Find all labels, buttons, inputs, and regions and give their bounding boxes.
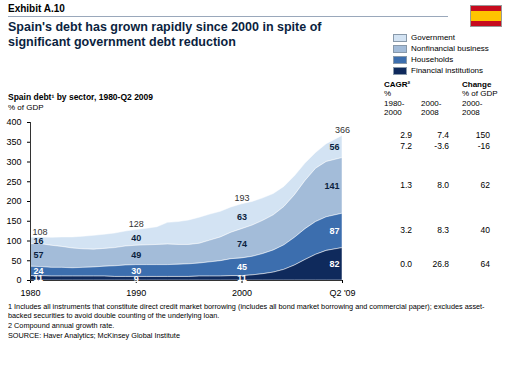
- svg-text:350: 350: [6, 137, 21, 147]
- svg-text:16: 16: [34, 236, 44, 246]
- html-text:-3.6: -3.6: [434, 141, 449, 152]
- svg-text:150: 150: [6, 216, 21, 226]
- svg-text:49: 49: [131, 250, 141, 260]
- svg-text:74: 74: [237, 239, 247, 249]
- svg-text:11: 11: [33, 273, 43, 284]
- html-text:Government: Government: [411, 33, 455, 42]
- svg-text:2000: 2000: [232, 288, 252, 298]
- svg-text:100: 100: [6, 236, 21, 246]
- html-text:2.9: 2.9: [400, 130, 412, 141]
- svg-text:56: 56: [329, 142, 339, 152]
- html-text:Exhibit A.10: Exhibit A.10: [8, 3, 65, 14]
- svg-text:Q2 '09: Q2 '09: [329, 288, 355, 298]
- html-text:Spain debt¹ by sector, 1980-Q2: Spain debt¹ by sector, 1980-Q2 2009: [8, 92, 153, 102]
- html-text:-16: -16: [477, 141, 490, 152]
- svg-text:366: 366: [335, 125, 350, 135]
- svg-text:24: 24: [34, 266, 44, 276]
- html-text:64: 64: [480, 258, 490, 269]
- html-text:2000: 2000: [384, 108, 402, 117]
- html-text:2008: 2008: [462, 108, 480, 117]
- html-text:8.0: 8.0: [437, 180, 449, 191]
- html-text:2000-: 2000-: [462, 99, 483, 108]
- html-text:Nonfinancial business: Nonfinancial business: [411, 44, 489, 53]
- html-text:SOURCE: Haver Analytics; McKin: SOURCE: Haver Analytics; McKinsey Global…: [8, 331, 180, 340]
- svg-text:400: 400: [6, 117, 21, 127]
- html-text:3.2: 3.2: [400, 225, 412, 236]
- html-text:Spain's debt has grown rapidly: Spain's debt has grown rapidly since 200…: [8, 20, 322, 49]
- html-text:62: 62: [480, 180, 490, 191]
- html-text:% of GDP: % of GDP: [462, 89, 498, 98]
- svg-text:45: 45: [237, 262, 247, 272]
- svg-text:11: 11: [237, 273, 247, 283]
- svg-text:300: 300: [6, 157, 21, 167]
- html-text:% of GDP: % of GDP: [8, 103, 44, 112]
- svg-text:30: 30: [131, 266, 141, 276]
- svg-text:250: 250: [6, 177, 21, 187]
- svg-text:87: 87: [329, 226, 339, 236]
- svg-text:141: 141: [324, 181, 339, 191]
- svg-text:128: 128: [129, 219, 144, 229]
- svg-text:1980: 1980: [20, 288, 40, 298]
- html-text:Households: Households: [411, 55, 454, 64]
- html-text:1.3: 1.3: [400, 180, 412, 191]
- html-text:26.8: 26.8: [432, 258, 449, 269]
- html-text:2 Compound annual growth rate.: 2 Compound annual growth rate.: [8, 321, 115, 330]
- svg-text:50: 50: [11, 256, 21, 266]
- html-text:8.3: 8.3: [437, 225, 449, 236]
- svg-text:63: 63: [237, 212, 247, 222]
- html-text:7.2: 7.2: [400, 141, 412, 152]
- svg-text:82: 82: [329, 259, 339, 269]
- html-text:Change: Change: [462, 80, 492, 89]
- html-text:7.4: 7.4: [437, 130, 449, 141]
- html-text:1980-: 1980-: [384, 99, 405, 108]
- svg-text:57: 57: [34, 250, 44, 260]
- svg-text:193: 193: [235, 193, 250, 203]
- html-text:CAGR²: CAGR²: [384, 80, 411, 89]
- html-text:1 Includes all instruments tha: 1 Includes all instruments that constitu…: [8, 302, 485, 320]
- svg-text:1990: 1990: [126, 288, 146, 298]
- html-text:2008: 2008: [421, 108, 439, 117]
- svg-text:40: 40: [131, 233, 141, 243]
- html-text:2000-: 2000-: [421, 99, 442, 108]
- html-text:40: 40: [480, 225, 490, 236]
- html-text:0.0: 0.0: [400, 258, 412, 269]
- html-text:Financial institutions: Financial institutions: [411, 66, 483, 75]
- html-text:150: 150: [475, 130, 490, 141]
- svg-text:200: 200: [6, 196, 21, 206]
- svg-text:108: 108: [33, 227, 48, 237]
- svg-text:9: 9: [133, 273, 139, 284]
- svg-text:0: 0: [16, 275, 21, 285]
